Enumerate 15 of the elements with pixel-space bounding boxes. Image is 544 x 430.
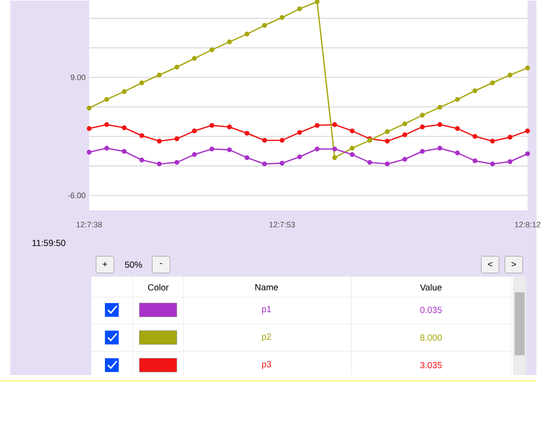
text: Color [148,284,169,290]
text: 50% [124,261,142,268]
text: > [512,262,516,266]
text: 3.035 [420,362,442,368]
text: 8.000 [420,334,442,341]
text: 0.035 [420,306,442,314]
text: - [160,263,162,264]
text: 11:59:50 [32,240,66,246]
text: + [102,262,108,266]
text: p3 [262,361,272,370]
text: p1 [262,306,271,314]
text: p2 [262,333,271,342]
text: Name [255,284,278,290]
text: < [488,262,492,266]
text: Value [420,284,442,290]
